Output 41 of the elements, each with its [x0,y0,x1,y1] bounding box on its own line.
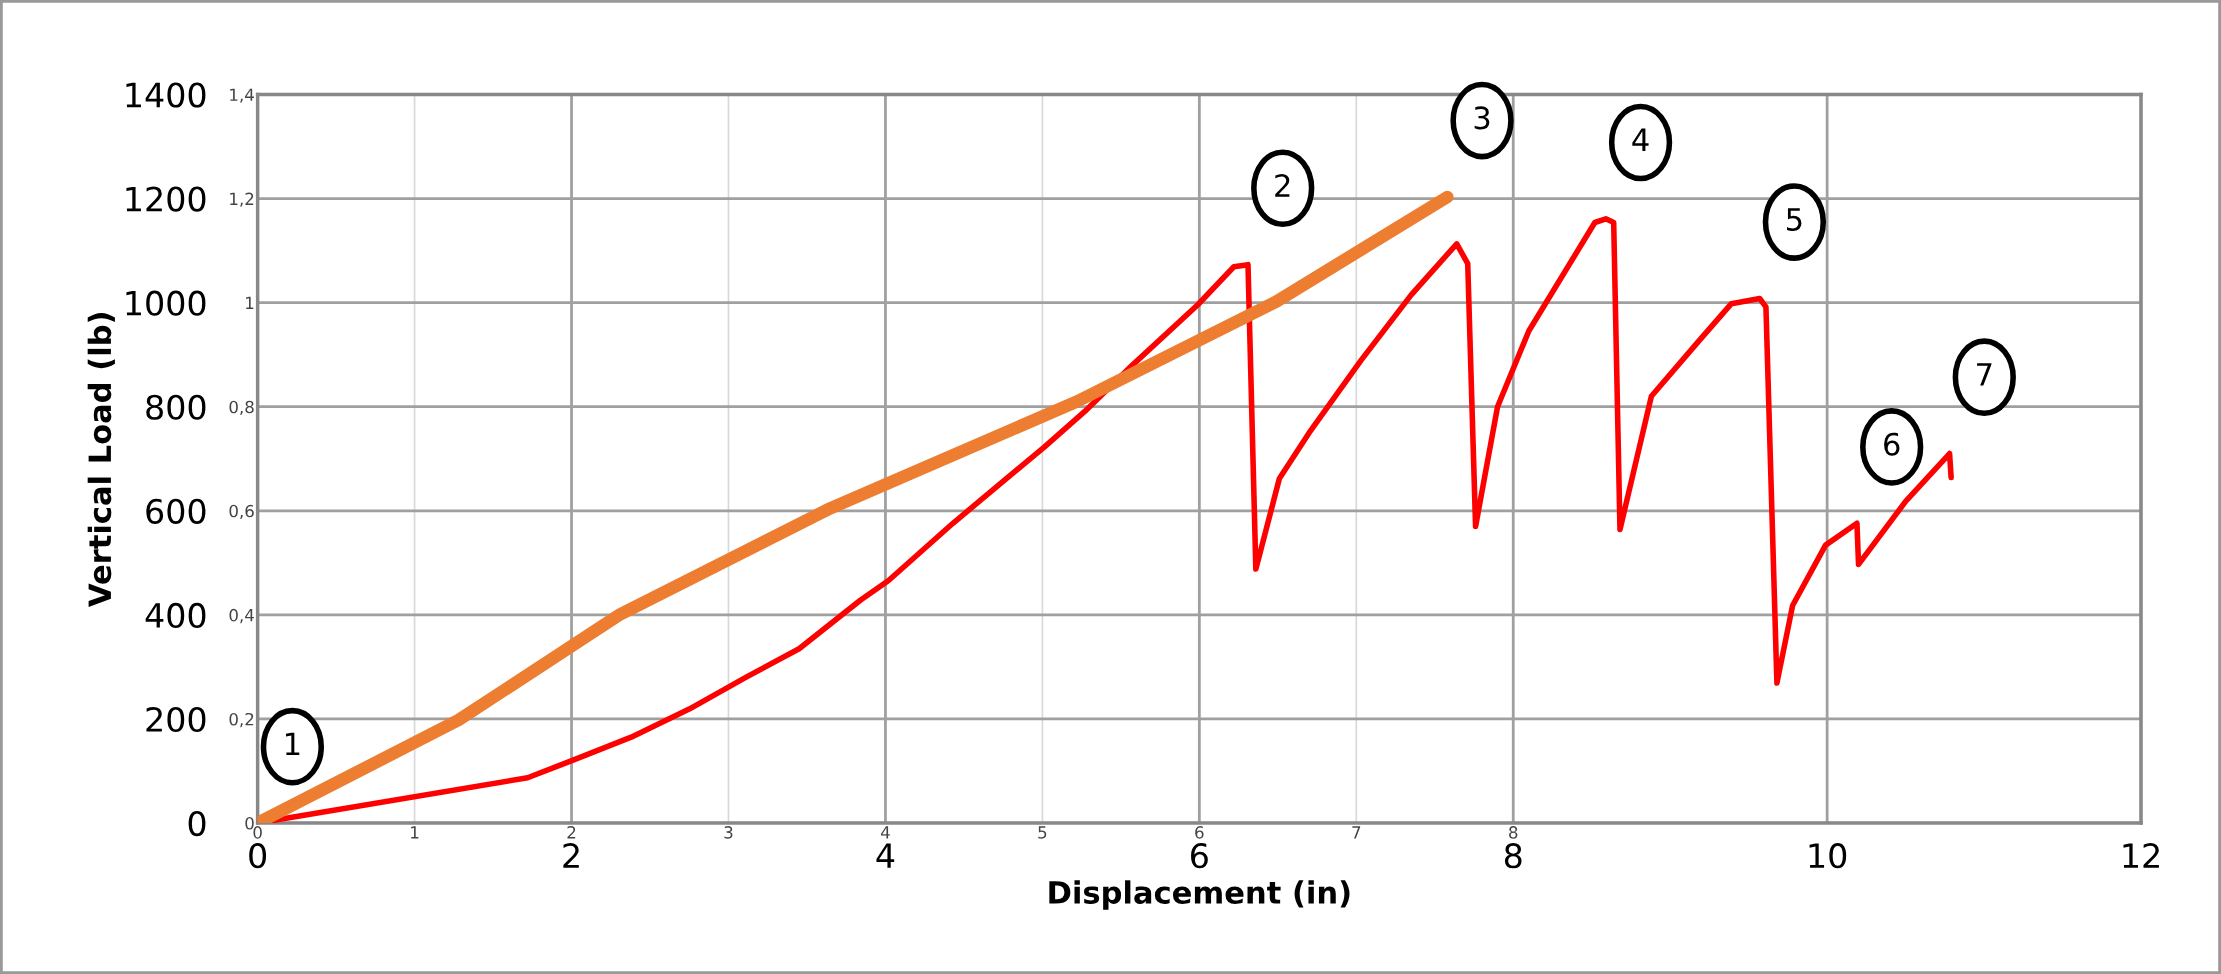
x2-tick-label: 5 [1038,826,1047,839]
y-tick-label: 1400 [126,82,206,108]
x2-tick-label: 7 [1352,826,1361,839]
x-tick-label: 4 [876,843,895,868]
y-tick-label: 600 [146,498,206,524]
y2-tick-label: 1,4 [230,88,254,103]
x-tick-label: 10 [1809,843,1847,869]
x-tick-label: 2 [563,843,579,868]
x-tick-label: 0 [249,843,267,869]
x2-tick-label: 3 [724,826,733,839]
y-axis-title: Vertical Load (lb) [87,313,115,607]
x-axis-title: Displacement (in) [1049,880,1350,910]
x-tick-label: 8 [1504,843,1522,869]
y-tick-label: 1000 [126,290,206,316]
annotation: 7 [1977,363,1992,386]
x-tick-label: 12 [2123,843,2159,868]
annotation: 2 [1275,174,1290,197]
annotation: 6 [1884,432,1900,456]
y2-tick-label: 0,2 [229,712,254,728]
y2-tick-label: 0,4 [229,608,254,624]
y2-tick-label: 0,8 [229,400,254,415]
x2-tick-label: 0 [253,826,262,839]
y2-tick-label: 0 [245,816,254,830]
y2-tick-label: 0,6 [229,504,254,520]
annotation: 3 [1474,106,1490,130]
y2-tick-label: 1 [246,296,254,309]
y-tick-label: 800 [146,394,206,420]
y-tick-label: 1200 [126,186,206,212]
y2-tick-label: 1,2 [230,192,254,207]
y-tick-label: 400 [145,602,206,629]
y-tick-label: 200 [146,706,206,733]
x2-tick-label: 4 [880,826,890,839]
annotation: 1 [285,732,300,756]
y-tick-label: 0 [188,810,206,837]
x2-tick-label: 8 [1509,826,1518,839]
annotation: 5 [1787,208,1802,231]
x2-tick-label: 6 [1195,826,1204,839]
x2-tick-label: 2 [567,826,576,839]
x2-tick-label: 1 [411,826,419,839]
annotation: 4 [1632,128,1649,151]
x-tick-label: 6 [1191,843,1208,869]
